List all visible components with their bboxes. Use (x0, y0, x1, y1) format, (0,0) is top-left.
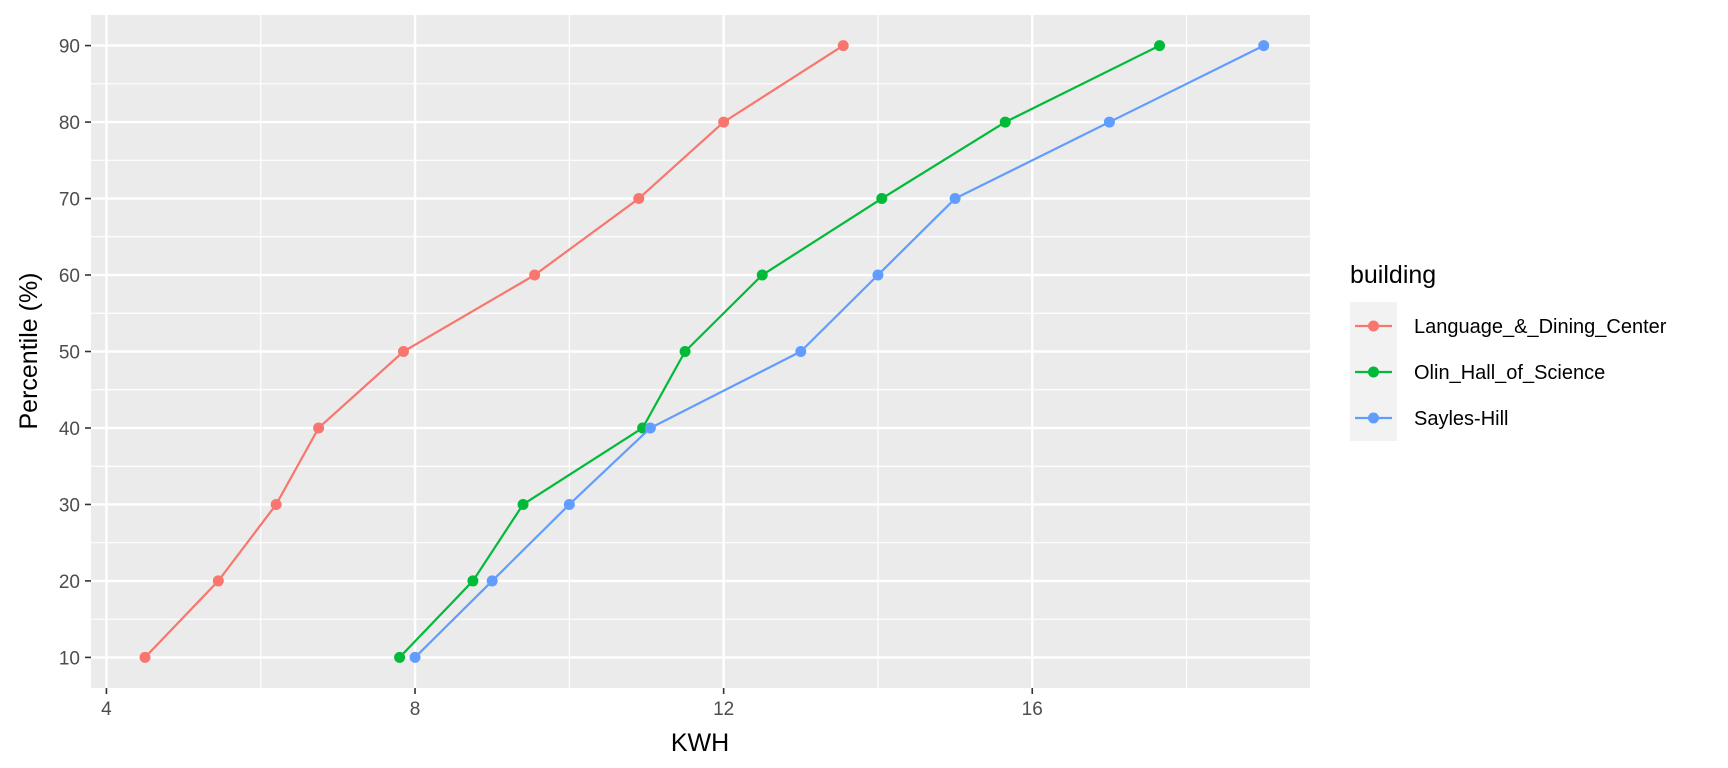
data-point (637, 422, 649, 434)
data-point (999, 116, 1011, 128)
y-tick-label: 40 (59, 419, 80, 440)
x-axis-title: KWH (671, 729, 729, 757)
data-point (1258, 40, 1270, 52)
data-point (529, 269, 541, 281)
data-point (718, 116, 730, 128)
y-tick-label: 60 (59, 266, 80, 287)
axis-layer: 4 8 12 16 10 20 30 40 50 60 70 80 90 (59, 37, 1043, 720)
y-tick-label: 10 (59, 648, 80, 669)
data-point (756, 269, 768, 281)
data-point (644, 422, 656, 434)
data-point (679, 346, 691, 357)
x-tick-label: 4 (101, 699, 112, 720)
grid-layer (91, 15, 1310, 688)
series-layer (139, 40, 1270, 663)
legend-keys: Language_&_Dining_Center Olin_Hall_of_Sci… (1350, 302, 1667, 441)
x-tick-label: 16 (1022, 699, 1043, 720)
legend-label: Language_&_Dining_Center (1414, 316, 1667, 338)
data-point (563, 498, 575, 510)
legend: building Language_&_Dining_Center Olin_Ha… (1350, 261, 1667, 441)
series-group (394, 40, 1166, 663)
y-tick-label: 90 (59, 37, 80, 58)
data-point (837, 40, 849, 52)
data-point (795, 346, 807, 357)
data-point (876, 193, 888, 205)
data-point (1154, 40, 1166, 52)
data-point (313, 422, 325, 434)
data-point (139, 651, 151, 663)
data-point (486, 575, 498, 587)
y-tick-label: 80 (59, 113, 80, 134)
data-point (949, 193, 961, 205)
x-tick-label: 12 (713, 699, 734, 720)
legend-key-point (1368, 366, 1379, 378)
legend-label: Olin_Hall_of_Science (1414, 362, 1605, 384)
data-point (1103, 116, 1115, 128)
data-point (270, 498, 282, 510)
y-tick-label: 70 (59, 190, 80, 211)
data-point (517, 498, 529, 510)
legend-title: building (1350, 261, 1436, 289)
data-point (467, 575, 479, 587)
data-point (212, 575, 224, 587)
series-group (409, 40, 1270, 663)
legend-label: Sayles-Hill (1414, 408, 1508, 430)
y-tick-label: 30 (59, 495, 80, 516)
data-point (633, 193, 645, 205)
legend-key-point (1368, 320, 1379, 332)
y-tick-label: 50 (59, 343, 80, 364)
legend-key-point (1368, 412, 1379, 424)
x-tick-label: 8 (410, 699, 421, 720)
data-point (394, 651, 406, 663)
y-tick-label: 20 (59, 572, 80, 593)
data-point (872, 269, 884, 281)
data-point (409, 651, 421, 663)
y-axis-title: Percentile (%) (15, 273, 43, 430)
series-group (139, 40, 849, 663)
data-point (397, 346, 409, 357)
